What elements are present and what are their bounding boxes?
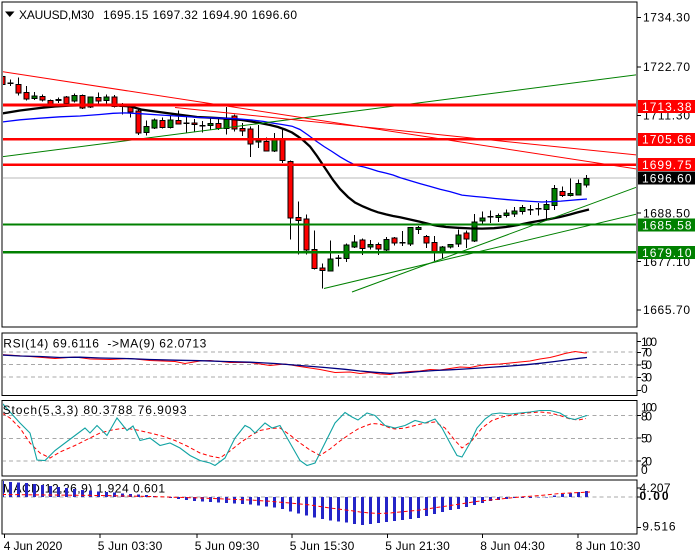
svg-text:1722.70: 1722.70 — [643, 60, 690, 74]
svg-text:1665.70: 1665.70 — [643, 303, 690, 317]
svg-text:5 Jun 03:30: 5 Jun 03:30 — [98, 539, 163, 553]
svg-text:0: 0 — [641, 463, 648, 477]
svg-text:5 Jun 09:30: 5 Jun 09:30 — [195, 539, 260, 553]
svg-text:1688.50: 1688.50 — [643, 206, 690, 220]
svg-text:-9.516: -9.516 — [638, 520, 676, 534]
svg-text:0: 0 — [641, 382, 648, 396]
svg-text:1679.10: 1679.10 — [642, 246, 692, 260]
svg-text:30: 30 — [641, 371, 652, 385]
svg-text:5 Jun 21:30: 5 Jun 21:30 — [385, 539, 450, 553]
svg-text:1685.58: 1685.58 — [642, 218, 692, 232]
svg-text:1713.38: 1713.38 — [642, 100, 692, 114]
svg-text:5 Jun 15:30: 5 Jun 15:30 — [290, 539, 355, 553]
svg-text:8 Jun 04:30: 8 Jun 04:30 — [480, 539, 545, 553]
svg-text:1699.75: 1699.75 — [642, 158, 692, 172]
svg-text:100: 100 — [641, 400, 657, 414]
svg-text:XAUUSD,M30: XAUUSD,M30 — [19, 8, 94, 22]
svg-text:1705.66: 1705.66 — [642, 133, 692, 147]
svg-text:0.00: 0.00 — [640, 489, 669, 503]
svg-text:1695.15 1697.32 1694.90 1696.6: 1695.15 1697.32 1694.90 1696.60 — [103, 8, 297, 22]
svg-text:20: 20 — [641, 455, 652, 469]
svg-text:1734.30: 1734.30 — [643, 11, 690, 25]
svg-text:4.207: 4.207 — [640, 481, 671, 495]
svg-text:80: 80 — [641, 410, 652, 424]
svg-text:1696.60: 1696.60 — [642, 171, 692, 185]
svg-text:50: 50 — [641, 431, 652, 445]
svg-text:50: 50 — [641, 358, 652, 372]
svg-text:70: 70 — [641, 346, 652, 360]
svg-text:Stoch(5,3,3) 80.3788 76.9093: Stoch(5,3,3) 80.3788 76.9093 — [3, 403, 187, 417]
svg-text:8 Jun 10:30: 8 Jun 10:30 — [576, 539, 641, 553]
svg-text:4 Jun 2020: 4 Jun 2020 — [4, 539, 63, 553]
svg-text:100: 100 — [641, 335, 657, 349]
svg-text:RSI(14) 69.6116 ->MA(9) 62.07: RSI(14) 69.6116 ->MA(9) 62.0713 — [3, 336, 206, 350]
